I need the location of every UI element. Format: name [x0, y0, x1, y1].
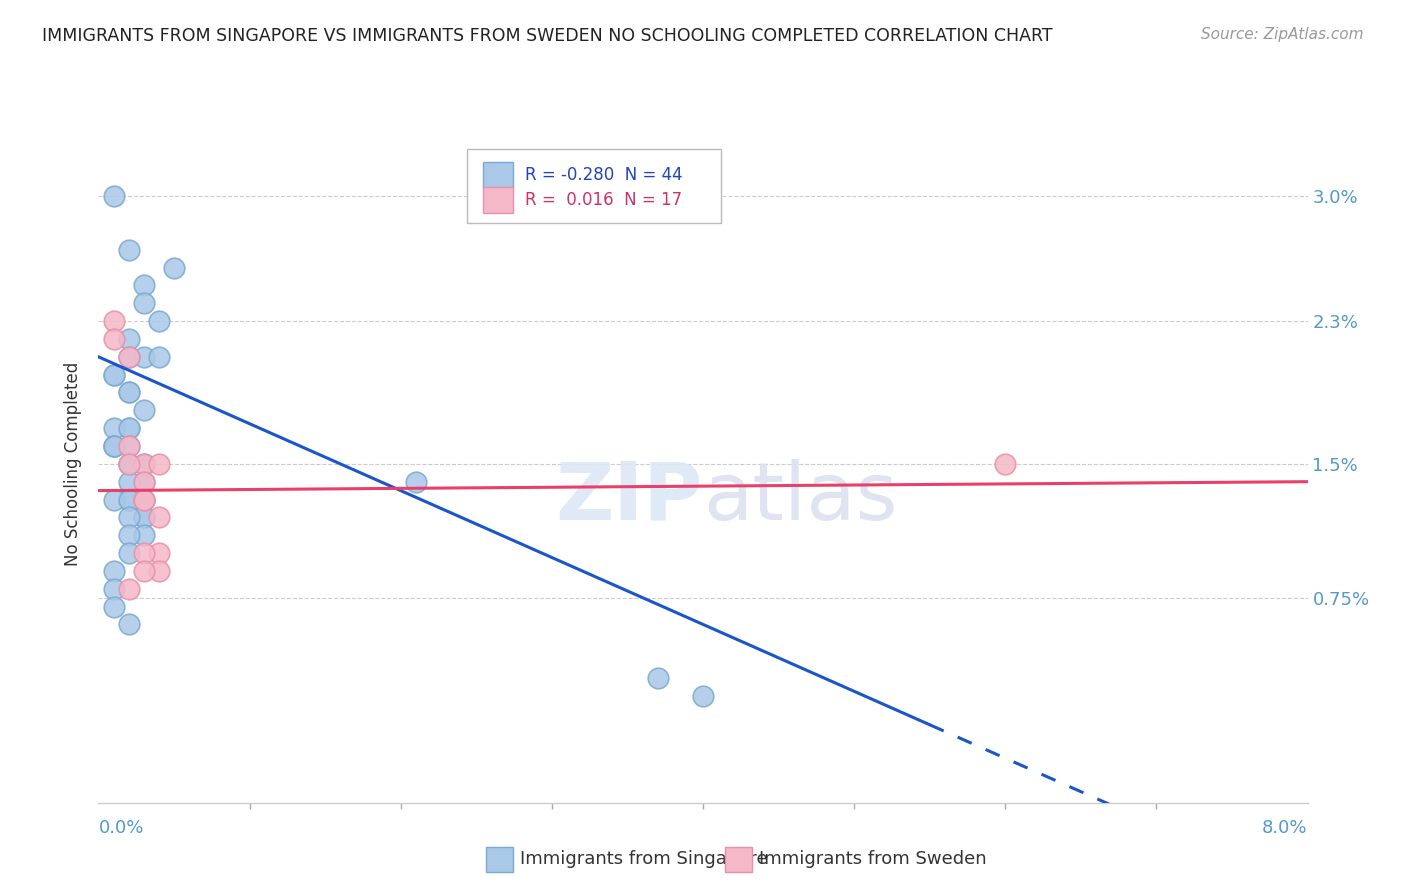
Point — [118, 350, 141, 364]
Point — [132, 278, 155, 293]
Point — [132, 510, 155, 524]
Point — [148, 350, 170, 364]
FancyBboxPatch shape — [482, 187, 513, 213]
Point — [132, 403, 155, 417]
Point — [647, 671, 669, 685]
Text: ZIP: ZIP — [555, 458, 703, 537]
Point — [132, 564, 155, 578]
Point — [118, 546, 141, 560]
Point — [103, 582, 125, 596]
Point — [132, 492, 155, 507]
Point — [103, 314, 125, 328]
Point — [118, 243, 141, 257]
Point — [103, 368, 125, 382]
Point — [132, 546, 155, 560]
Y-axis label: No Schooling Completed: No Schooling Completed — [65, 362, 83, 566]
Point — [103, 439, 125, 453]
Point — [148, 546, 170, 560]
Point — [103, 189, 125, 203]
FancyBboxPatch shape — [482, 162, 513, 188]
Text: atlas: atlas — [703, 458, 897, 537]
Point — [148, 314, 170, 328]
Point — [118, 385, 141, 400]
Point — [163, 260, 186, 275]
Text: Immigrants from Singapore: Immigrants from Singapore — [520, 850, 768, 868]
Point — [405, 475, 427, 489]
Point — [103, 368, 125, 382]
Point — [132, 296, 155, 310]
Point — [118, 332, 141, 346]
Point — [118, 582, 141, 596]
Text: Immigrants from Sweden: Immigrants from Sweden — [759, 850, 987, 868]
Point — [118, 457, 141, 471]
Point — [132, 475, 155, 489]
Point — [118, 510, 141, 524]
Point — [148, 564, 170, 578]
Point — [118, 421, 141, 435]
Point — [132, 528, 155, 542]
Text: 8.0%: 8.0% — [1263, 819, 1308, 837]
Point — [118, 457, 141, 471]
Point — [118, 492, 141, 507]
Text: R = -0.280  N = 44: R = -0.280 N = 44 — [526, 166, 683, 184]
Point — [148, 510, 170, 524]
Point — [103, 332, 125, 346]
Point — [118, 528, 141, 542]
FancyBboxPatch shape — [467, 149, 721, 223]
Point — [132, 350, 155, 364]
Point — [103, 492, 125, 507]
Point — [118, 475, 141, 489]
Point — [148, 457, 170, 471]
Point — [103, 564, 125, 578]
Point — [994, 457, 1017, 471]
Point — [118, 492, 141, 507]
Point — [118, 617, 141, 632]
Point — [118, 421, 141, 435]
Point — [132, 510, 155, 524]
Point — [103, 439, 125, 453]
Point — [118, 457, 141, 471]
Point — [132, 492, 155, 507]
Text: IMMIGRANTS FROM SINGAPORE VS IMMIGRANTS FROM SWEDEN NO SCHOOLING COMPLETED CORRE: IMMIGRANTS FROM SINGAPORE VS IMMIGRANTS … — [42, 27, 1053, 45]
Point — [118, 439, 141, 453]
Point — [132, 457, 155, 471]
Point — [118, 385, 141, 400]
Text: Source: ZipAtlas.com: Source: ZipAtlas.com — [1201, 27, 1364, 42]
Point — [103, 599, 125, 614]
Point — [132, 457, 155, 471]
Point — [118, 439, 141, 453]
Text: 0.0%: 0.0% — [98, 819, 143, 837]
Point — [132, 475, 155, 489]
Point — [132, 492, 155, 507]
Point — [103, 439, 125, 453]
Point — [118, 350, 141, 364]
Point — [692, 689, 714, 703]
Point — [103, 421, 125, 435]
Text: R =  0.016  N = 17: R = 0.016 N = 17 — [526, 191, 682, 209]
